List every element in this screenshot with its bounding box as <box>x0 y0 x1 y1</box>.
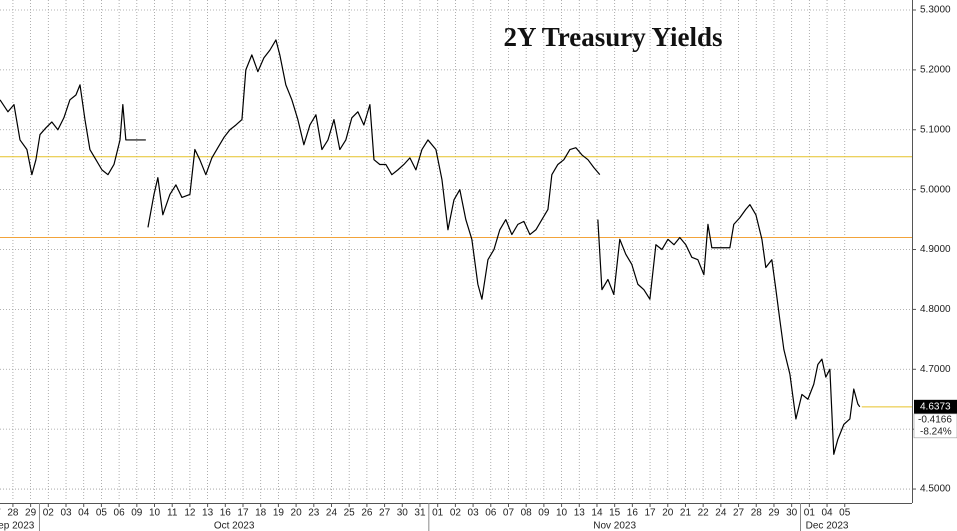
x-tick-label: 24 <box>326 508 338 519</box>
month-label: Oct 2023 <box>214 521 255 531</box>
x-tick-label: 13 <box>574 508 586 519</box>
x-tick-label: 03 <box>468 508 480 519</box>
x-tick-label: 28 <box>751 508 763 519</box>
x-tick-label: 28 <box>7 508 19 519</box>
x-tick-label: 17 <box>237 508 249 519</box>
x-tick-label: 02 <box>450 508 462 519</box>
x-tick-label: 02 <box>43 508 55 519</box>
x-tick-label: 25 <box>344 508 356 519</box>
x-tick-label: 08 <box>521 508 533 519</box>
y-tick-label: 5.2000 <box>920 65 951 76</box>
x-tick-label: 01 <box>432 508 444 519</box>
x-tick-label: 20 <box>291 508 303 519</box>
y-tick-label: 4.8000 <box>920 304 951 315</box>
mark-layer <box>0 39 912 455</box>
x-tick-label: 06 <box>114 508 126 519</box>
x-tick-label: 24 <box>715 508 727 519</box>
x-tick-label: 11 <box>167 508 178 519</box>
x-tick-label: 21 <box>680 508 692 519</box>
x-tick-label: 05 <box>96 508 108 519</box>
grid-layer <box>0 0 912 500</box>
change-pct-label: -8.24% <box>920 426 952 437</box>
last-value-label: 4.6373 <box>920 401 951 412</box>
x-tick-label: 16 <box>627 508 639 519</box>
y-tick-label: 5.1000 <box>920 124 951 135</box>
x-tick-label: 27 <box>733 508 745 519</box>
y-tick-label: 5.3000 <box>920 5 951 16</box>
x-tick-label: 30 <box>786 508 798 519</box>
month-label: Nov 2023 <box>593 521 636 531</box>
x-tick-label: 17 <box>645 508 657 519</box>
change-label: -0.4166 <box>918 414 952 425</box>
change-box <box>913 413 957 439</box>
y-tick-label: 4.7000 <box>920 364 951 375</box>
x-tick-label: 07 <box>503 508 515 519</box>
x-tick-label: 29 <box>768 508 780 519</box>
x-tick-label: 04 <box>78 508 90 519</box>
x-tick-label: 20 <box>662 508 674 519</box>
y-tick-label: 4.5000 <box>920 484 951 495</box>
x-tick-label: 23 <box>308 508 320 519</box>
yield-line <box>0 39 861 455</box>
month-label: Dec 2023 <box>806 521 849 531</box>
x-tick-label: 29 <box>25 508 37 519</box>
x-tick-label: 26 <box>361 508 373 519</box>
x-tick-label: 04 <box>821 508 833 519</box>
x-tick-label: 10 <box>149 508 161 519</box>
x-tick-label: 01 <box>804 508 816 519</box>
x-tick-label: 30 <box>397 508 409 519</box>
x-tick-label: 10 <box>556 508 568 519</box>
x-tick-label: 09 <box>538 508 550 519</box>
x-tick-label: 14 <box>591 508 603 519</box>
x-tick-label: 27 <box>379 508 391 519</box>
y-tick-label: 4.9000 <box>920 244 951 255</box>
month-label: Sep 2023 <box>0 521 35 531</box>
x-tick-label: 27 <box>0 508 1 519</box>
x-tick-label: 09 <box>131 508 143 519</box>
x-tick-label: 22 <box>698 508 710 519</box>
chart-title: 2Y Treasury Yields <box>503 22 722 52</box>
x-tick-label: 18 <box>255 508 267 519</box>
x-tick-label: 03 <box>60 508 72 519</box>
x-tick-label: 13 <box>202 508 214 519</box>
x-tick-label: 12 <box>184 508 196 519</box>
y-tick-label: 5.0000 <box>920 184 951 195</box>
x-tick-label: 15 <box>609 508 621 519</box>
x-tick-label: 19 <box>273 508 285 519</box>
x-tick-label: 16 <box>220 508 232 519</box>
x-tick-label: 06 <box>485 508 497 519</box>
last-value-box <box>914 399 957 414</box>
x-tick-label: 05 <box>839 508 851 519</box>
x-tick-label: 31 <box>414 508 426 519</box>
